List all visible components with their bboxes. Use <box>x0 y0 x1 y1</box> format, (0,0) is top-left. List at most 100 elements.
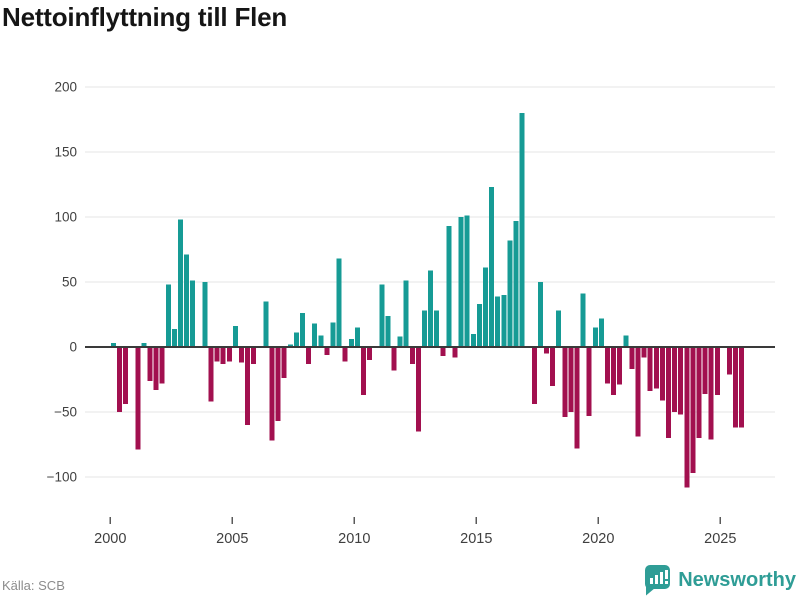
bar-2012-Q2 <box>409 347 415 364</box>
bar-2002-Q4 <box>177 219 183 347</box>
bar-2016-Q3 <box>513 220 519 347</box>
brand-lockup: Newsworthy <box>643 564 796 596</box>
bar-2009-Q1 <box>330 322 336 347</box>
bar-2008-Q4 <box>324 347 330 355</box>
bar-2020-Q4 <box>617 347 623 385</box>
bar-2024-Q4 <box>714 347 720 396</box>
bar-2017-Q4 <box>543 347 549 354</box>
bar-2014-Q3 <box>464 215 470 347</box>
bar-2001-Q3 <box>147 347 153 381</box>
bar-2002-Q2 <box>165 284 171 347</box>
bar-2014-Q2 <box>458 217 464 347</box>
bar-2005-Q2 <box>238 347 244 363</box>
bar-2021-Q4 <box>641 347 647 358</box>
bar-2011-Q3 <box>391 347 397 371</box>
source-note: Källa: SCB <box>2 578 65 593</box>
bar-2009-Q3 <box>342 347 348 362</box>
bar-2004-Q2 <box>214 347 220 362</box>
bar-2004-Q4 <box>226 347 232 362</box>
bar-2023-Q4 <box>690 347 696 474</box>
bar-2021-Q1 <box>623 335 629 347</box>
bar-2018-Q4 <box>568 347 574 412</box>
bar-2023-Q2 <box>678 347 684 415</box>
bar-2002-Q3 <box>171 328 177 347</box>
bar-2006-Q2 <box>263 301 269 347</box>
bar-2014-Q4 <box>470 334 476 347</box>
bar-2017-Q2 <box>531 347 537 405</box>
bar-2008-Q1 <box>306 347 312 364</box>
y-axis-label-100: 100 <box>54 210 77 225</box>
bar-2018-Q2 <box>556 310 562 347</box>
bar-2022-Q2 <box>653 347 659 389</box>
bar-2016-Q1 <box>501 295 507 347</box>
bar-2000-Q3 <box>123 347 129 405</box>
bar-2015-Q3 <box>489 187 495 347</box>
bar-2007-Q4 <box>299 313 305 347</box>
bar-2025-Q2 <box>726 347 732 375</box>
bar-2022-Q1 <box>647 347 653 392</box>
bar-2015-Q4 <box>495 296 501 347</box>
bar-2017-Q3 <box>537 282 543 347</box>
bar-2002-Q1 <box>159 347 165 384</box>
bar-2004-Q3 <box>220 347 226 364</box>
bar-2020-Q2 <box>604 347 610 384</box>
x-axis-label-2020: 2020 <box>582 531 614 547</box>
bar-2025-Q4 <box>739 347 745 428</box>
bar-2010-Q2 <box>360 347 366 396</box>
bar-2019-Q4 <box>592 327 598 347</box>
bar-2001-Q4 <box>153 347 159 390</box>
bar-2025-Q3 <box>733 347 739 428</box>
bar-2005-Q1 <box>232 326 238 347</box>
y-axis-label--100: −100 <box>47 470 77 485</box>
bar-2009-Q4 <box>348 339 354 347</box>
y-axis-label-150: 150 <box>54 145 77 160</box>
brand-name: Newsworthy <box>678 568 796 591</box>
y-axis-label-50: 50 <box>62 275 77 290</box>
bar-2016-Q4 <box>519 113 525 347</box>
bar-2019-Q3 <box>586 347 592 416</box>
bar-2000-Q1 <box>110 343 116 347</box>
bar-2019-Q1 <box>574 347 580 449</box>
bar-2015-Q2 <box>482 267 488 347</box>
bar-2007-Q3 <box>293 332 299 347</box>
bar-2003-Q2 <box>190 280 196 347</box>
y-axis-label-0: 0 <box>69 340 77 355</box>
bar-2006-Q4 <box>275 347 281 422</box>
x-axis-label-2025: 2025 <box>704 531 736 547</box>
bar-2023-Q3 <box>684 347 690 488</box>
bar-2024-Q3 <box>708 347 714 440</box>
bar-2016-Q2 <box>507 240 513 347</box>
bar-2007-Q1 <box>281 347 287 379</box>
bar-2008-Q3 <box>318 335 324 347</box>
bar-2013-Q1 <box>428 270 434 347</box>
bar-2007-Q2 <box>287 344 293 347</box>
bar-2024-Q1 <box>696 347 702 438</box>
bar-2024-Q2 <box>702 347 708 394</box>
x-axis-label-2015: 2015 <box>460 531 492 547</box>
bar-2019-Q2 <box>580 293 586 347</box>
bar-2008-Q2 <box>312 323 318 347</box>
bar-2022-Q3 <box>659 347 665 401</box>
bar-2011-Q2 <box>385 315 391 347</box>
bar-2011-Q4 <box>397 336 403 347</box>
bar-2009-Q2 <box>336 258 342 347</box>
newsworthy-logo-icon <box>645 565 671 596</box>
x-axis-label-2005: 2005 <box>216 531 248 547</box>
bar-2023-Q1 <box>672 347 678 412</box>
x-axis-label-2000: 2000 <box>94 531 126 547</box>
bar-2012-Q3 <box>415 347 421 432</box>
bar-2010-Q3 <box>367 347 373 360</box>
bar-2011-Q1 <box>379 284 385 347</box>
bar-2014-Q1 <box>452 347 458 358</box>
bar-2020-Q3 <box>611 347 617 396</box>
bar-2006-Q3 <box>269 347 275 441</box>
bar-2012-Q4 <box>421 310 427 347</box>
bar-2013-Q3 <box>440 347 446 357</box>
bar-2015-Q1 <box>476 304 482 347</box>
bar-2021-Q2 <box>629 347 635 370</box>
bar-2013-Q4 <box>446 226 452 347</box>
bar-2013-Q2 <box>434 310 440 347</box>
chart-title: Nettoinflyttning till Flen <box>2 2 288 32</box>
